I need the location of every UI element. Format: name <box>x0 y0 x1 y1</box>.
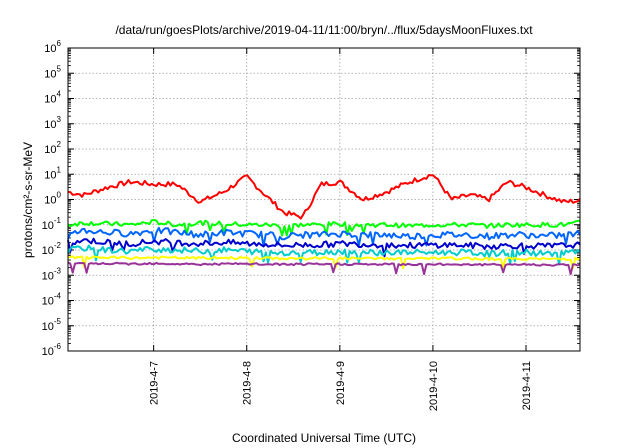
y-tick-label: 10-5 <box>42 317 62 333</box>
y-tick-label: 10-1 <box>42 216 62 232</box>
series-line <box>67 174 581 220</box>
x-tick-label: 2019-4-9 <box>335 361 347 405</box>
series-line <box>67 219 581 237</box>
y-tick-label: 101 <box>44 165 61 181</box>
chart-title: /data/run/goesPlots/archive/2019-04-11/1… <box>115 23 533 37</box>
series-line <box>67 226 581 248</box>
y-tick-label: 10-2 <box>42 241 62 257</box>
y-tick-label: 100 <box>44 191 61 207</box>
x-tick-label: 2019-4-10 <box>428 361 440 411</box>
y-tick-label: 10-3 <box>42 266 62 282</box>
x-axis-label: Coordinated Universal Time (UTC) <box>232 431 416 445</box>
y-tick-labels: 10-6 10-5 10-4 10-3 10-2 10-1 100 101 102 103 104 1… <box>42 39 62 358</box>
plot-frame <box>67 47 581 352</box>
y-tick-label: 10-6 <box>42 342 62 358</box>
y-tick-label: 105 <box>44 64 61 80</box>
y-tick-label: 102 <box>44 140 61 156</box>
x-tick-label: 2019-4-11 <box>521 361 533 410</box>
y-tick-label: 106 <box>44 39 61 55</box>
series-line <box>67 255 581 270</box>
y-tick-label: 103 <box>44 115 61 131</box>
y-axis-label: protons/cm²-s-sr-MeV <box>21 142 35 258</box>
x-tick-label: 2019-4-8 <box>242 361 254 405</box>
series-line <box>67 244 581 266</box>
y-tick-label: 104 <box>44 90 61 106</box>
x-tick-label: 2019-4-7 <box>149 361 161 405</box>
grid <box>68 48 580 351</box>
series-line <box>67 261 581 276</box>
series-line <box>67 237 581 258</box>
series-lines <box>67 174 581 276</box>
y-tick-label: 10-4 <box>42 292 62 308</box>
x-tick-labels: 2019-4-7 2019-4-8 2019-4-9 2019-4-10 2019-4-… <box>149 361 533 411</box>
